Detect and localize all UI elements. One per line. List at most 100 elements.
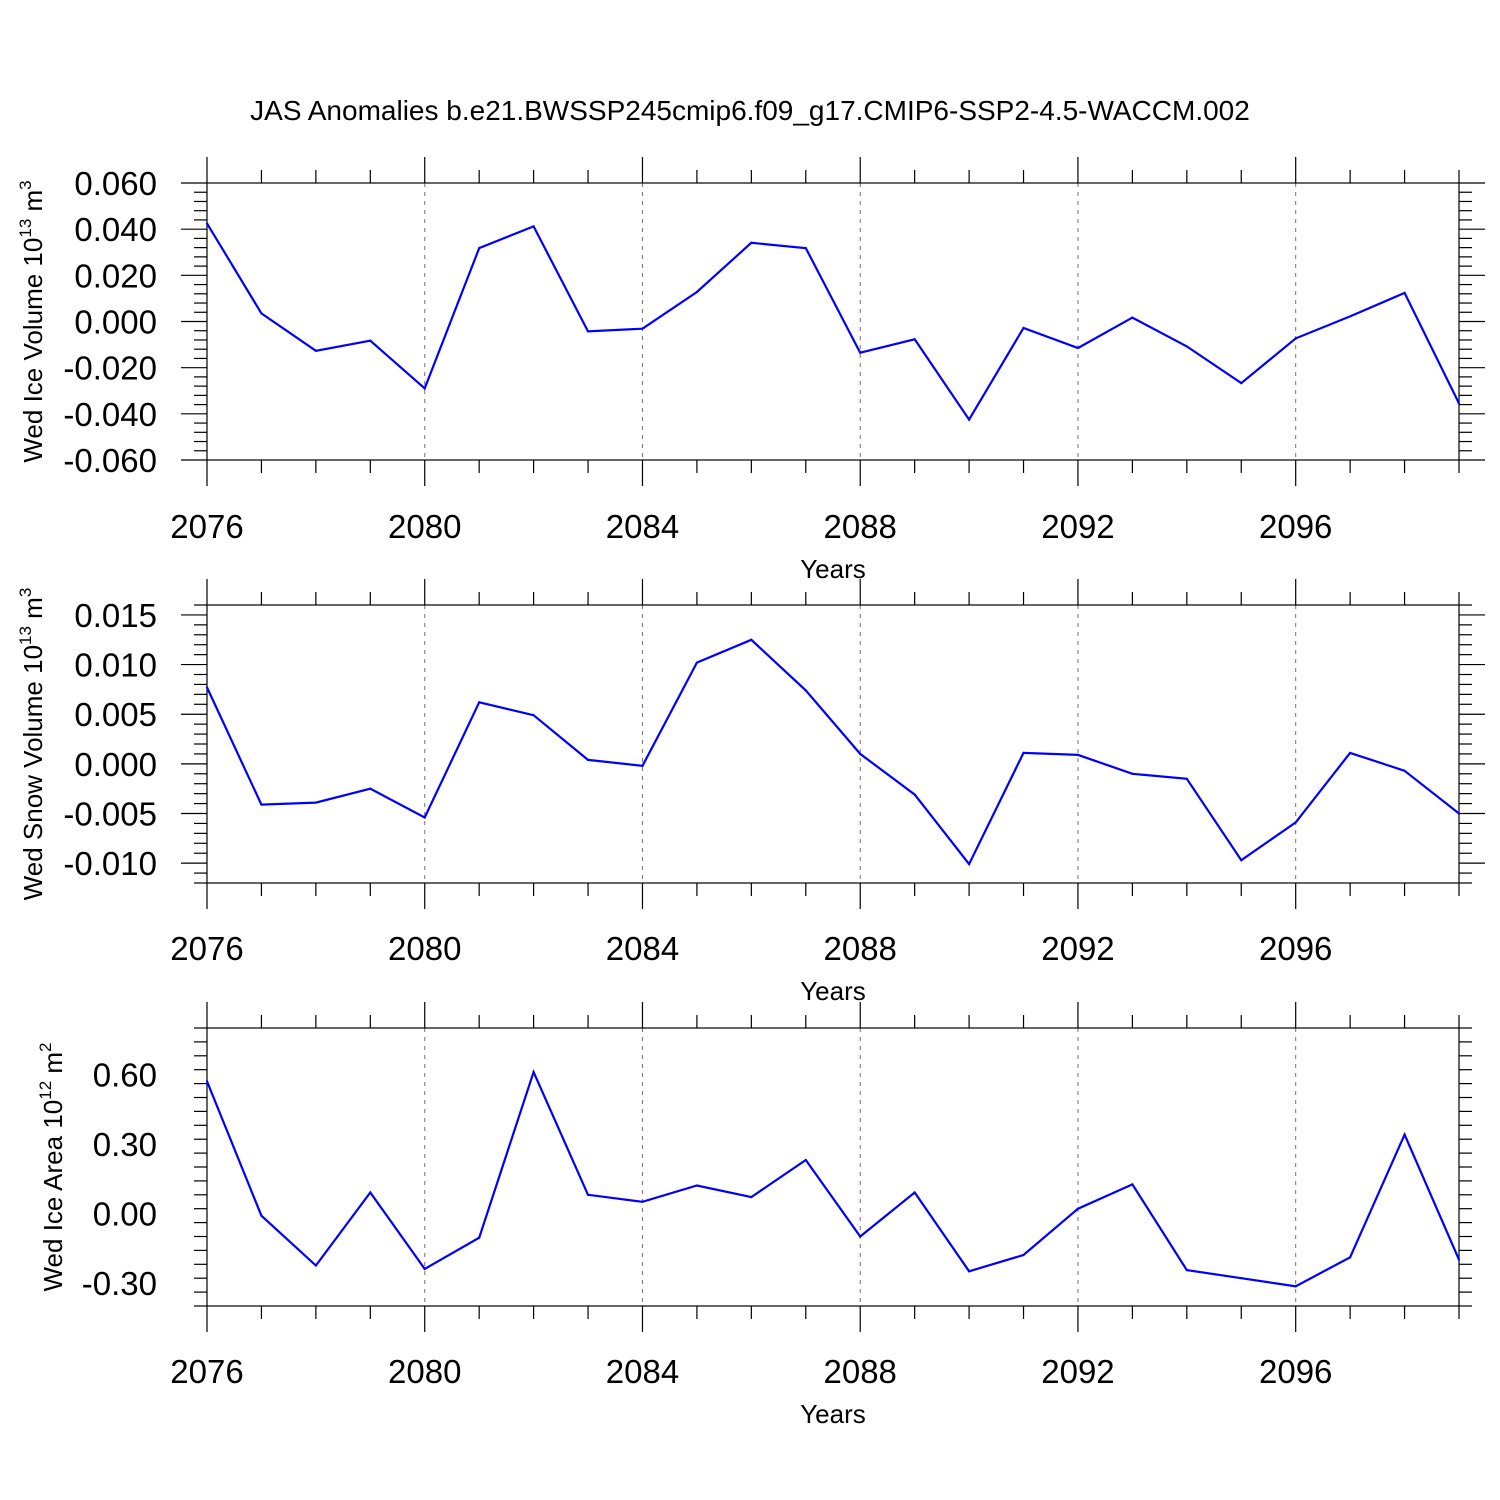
data-point (478, 246, 481, 250)
x-axis-title: Years (800, 976, 866, 1006)
x-tick-label: 2084 (606, 1353, 679, 1390)
x-tick-label: 2080 (388, 930, 461, 967)
data-point (695, 290, 699, 294)
data-point (1349, 1256, 1352, 1259)
data-point (1457, 402, 1461, 405)
data-point (1131, 772, 1134, 775)
y-axis-title: Wed Ice Area 1012 m2 (36, 1042, 68, 1291)
data-point (260, 803, 263, 806)
data-point (1185, 1268, 1188, 1272)
y-tick-label: -0.060 (63, 442, 157, 479)
data-point (1240, 382, 1243, 385)
y-tick-label: 0.00 (93, 1195, 157, 1232)
data-point (1076, 1207, 1080, 1210)
data-point (1294, 1285, 1297, 1288)
x-tick-label: 2088 (824, 1353, 897, 1390)
data-point (532, 1070, 535, 1074)
data-point (260, 1214, 263, 1217)
x-tick-label: 2080 (388, 508, 461, 545)
data-point (369, 339, 372, 342)
series-line (206, 638, 1460, 867)
data-point (641, 327, 644, 330)
y-tick-label: -0.040 (63, 396, 157, 433)
data-point (1022, 326, 1025, 330)
x-tick-label: 2096 (1259, 930, 1332, 967)
y-tick-label: 0.010 (74, 647, 157, 684)
data-point (1240, 859, 1243, 862)
data-point (1403, 769, 1406, 772)
data-point (1022, 751, 1025, 755)
data-point (260, 312, 263, 315)
data-point (750, 1196, 753, 1199)
data-point (478, 1236, 481, 1239)
data-point (695, 661, 699, 664)
y-axis-title: Wed Ice Volume 1013 m3 (16, 180, 48, 462)
y-tick-label: 0.30 (93, 1126, 157, 1163)
y-tick-label: 0.60 (93, 1056, 157, 1093)
y-tick-label: -0.020 (63, 350, 157, 387)
data-point (804, 1158, 807, 1162)
data-point (1457, 812, 1461, 815)
x-tick-label: 2076 (170, 930, 243, 967)
data-point (859, 1235, 862, 1238)
data-point (586, 758, 590, 761)
data-point (205, 686, 209, 689)
data-point (314, 1264, 317, 1267)
plot-frame (206, 1027, 1460, 1307)
y-tick-label: 0.005 (74, 696, 157, 733)
data-point (423, 816, 426, 819)
data-point (1294, 337, 1297, 340)
x-axis-title: Years (800, 1399, 866, 1429)
data-point (750, 241, 753, 244)
data-point (1403, 1133, 1406, 1136)
y-tick-label: -0.005 (63, 796, 157, 833)
panel-ice-volume: 2076 2080 2084 2088 2092 2096 0.060 0.040 0.020 0… (16, 157, 1485, 584)
series-line (205, 1068, 1461, 1288)
data-point (1131, 316, 1134, 319)
data-point (586, 330, 590, 333)
data-point (369, 1191, 372, 1194)
data-point (750, 638, 753, 641)
panel-ice-area: 2076 2080 2084 2088 2092 2096 0.60 0.30 0.00 -0.3… (36, 1002, 1472, 1429)
data-point (369, 787, 372, 790)
data-point (205, 222, 209, 225)
y-axis-title: Wed Snow Volume 1013 m3 (16, 588, 48, 901)
figure-title: JAS Anomalies b.e21.BWSSP245cmip6.f09_g1… (250, 95, 1250, 126)
x-tick-label: 2084 (606, 930, 679, 967)
data-point (1240, 1277, 1243, 1280)
series-line (206, 222, 1460, 422)
data-point (967, 1270, 971, 1273)
y-tick-label: -0.30 (82, 1265, 157, 1302)
x-tick-label: 2096 (1259, 1353, 1332, 1390)
x-tick-label: 2076 (170, 1353, 243, 1390)
data-point (1349, 315, 1352, 318)
data-point (205, 1080, 209, 1083)
data-point (967, 418, 971, 421)
data-point (859, 351, 862, 354)
data-point (1131, 1183, 1134, 1186)
data-point (314, 349, 317, 352)
x-tick-label: 2092 (1041, 1353, 1114, 1390)
data-point (913, 338, 916, 341)
plot-frame (206, 182, 1460, 461)
x-tick-label: 2092 (1041, 930, 1114, 967)
x-tick-label: 2080 (388, 1353, 461, 1390)
y-tick-label: 0.015 (74, 597, 157, 634)
data-point (1076, 346, 1080, 350)
data-point (1185, 777, 1188, 780)
x-tick-label: 2088 (824, 930, 897, 967)
data-point (1185, 345, 1188, 348)
x-tick-label: 2096 (1259, 508, 1332, 545)
panel-snow-volume: 2076 2080 2084 2088 2092 2096 0.015 0.010 0.005 0… (16, 579, 1485, 1006)
data-point (913, 1191, 916, 1194)
x-tick-label: 2092 (1041, 508, 1114, 545)
y-tick-label: 0.040 (74, 211, 157, 248)
data-point (532, 225, 535, 228)
data-point (859, 752, 862, 756)
data-point (314, 801, 317, 804)
y-tick-label: -0.010 (63, 845, 157, 882)
data-point (423, 1267, 426, 1271)
data-point (1403, 291, 1406, 294)
y-tick-label: 0.000 (74, 746, 157, 783)
